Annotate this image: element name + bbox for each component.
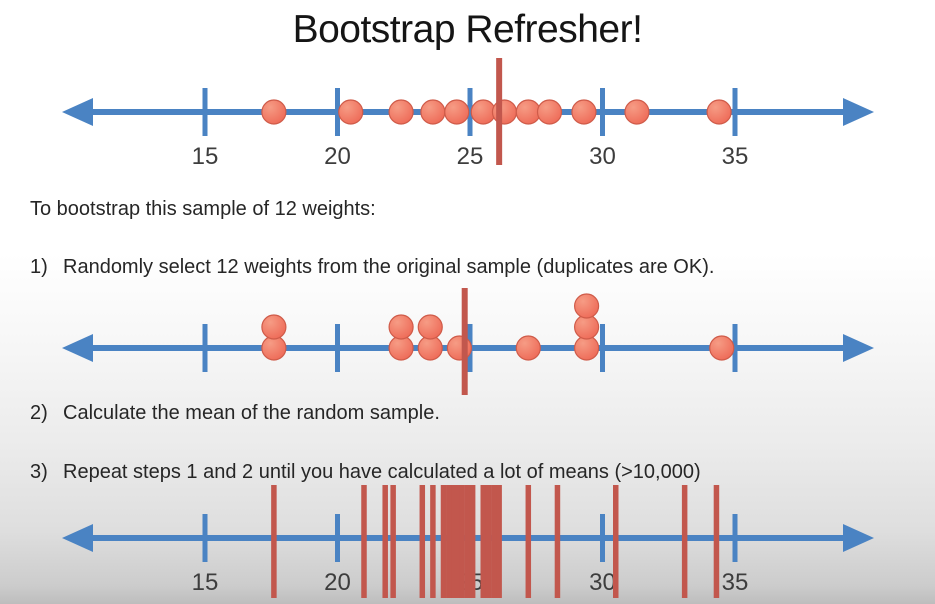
tick-label: 15 <box>192 143 219 170</box>
axis-arrow-left <box>62 98 93 126</box>
axis-arrow-right <box>843 524 874 552</box>
intro-text: To bootstrap this sample of 12 weights: <box>30 198 376 220</box>
data-dot <box>261 335 287 361</box>
data-dot <box>491 99 518 125</box>
axis-arrow-right <box>843 98 874 126</box>
step-3-text: Repeat steps 1 and 2 until you have calc… <box>63 461 701 483</box>
tick-label: 25 <box>457 143 484 170</box>
data-dot <box>573 314 600 340</box>
data-dot <box>470 99 496 125</box>
data-dot <box>444 99 470 125</box>
bootstrap-resample-dotplot <box>62 288 874 395</box>
data-dot <box>515 99 541 125</box>
axis-arrow-left <box>62 524 93 552</box>
data-dot <box>388 314 414 340</box>
data-dot <box>709 335 735 361</box>
step-1: 1) Randomly select 12 weights from the or… <box>30 256 714 279</box>
data-dot <box>420 99 446 125</box>
data-dot <box>338 99 364 125</box>
slide-title: Bootstrap Refresher! <box>292 8 643 51</box>
tick-label: 20 <box>324 143 351 170</box>
tick-label: 30 <box>589 143 616 170</box>
tick-label: 15 <box>192 569 219 596</box>
axis-arrow-right <box>843 334 874 362</box>
tick-label: 20 <box>324 569 351 596</box>
data-dot <box>261 99 287 125</box>
data-dot <box>573 335 600 361</box>
data-dot <box>536 99 563 125</box>
data-dot <box>261 314 287 340</box>
data-dot <box>706 99 732 125</box>
tick-label: 30 <box>589 569 616 596</box>
data-dot <box>573 293 600 319</box>
step-1-text: Randomly select 12 weights from the orig… <box>63 256 715 278</box>
step-1-number: 1) <box>30 256 48 278</box>
step-2-text: Calculate the mean of the random sample. <box>63 402 440 424</box>
data-dot <box>388 335 414 361</box>
data-dot <box>417 314 443 340</box>
data-dot <box>515 335 541 361</box>
data-dot <box>624 99 650 125</box>
step-2-number: 2) <box>30 402 48 424</box>
data-dot <box>417 335 443 361</box>
data-dot <box>388 99 414 125</box>
step-3: 3) Repeat steps 1 and 2 until you have ca… <box>30 461 701 484</box>
axis-arrow-left <box>62 334 93 362</box>
data-dot <box>446 335 472 361</box>
data-dot <box>571 99 597 125</box>
tick-label: 35 <box>722 143 749 170</box>
step-2: 2) Calculate the mean of the random sampl… <box>30 402 440 425</box>
step-3-number: 3) <box>30 461 48 483</box>
tick-label: 35 <box>722 569 749 596</box>
original-sample-dotplot: 15 20 25 30 35 <box>62 58 874 170</box>
